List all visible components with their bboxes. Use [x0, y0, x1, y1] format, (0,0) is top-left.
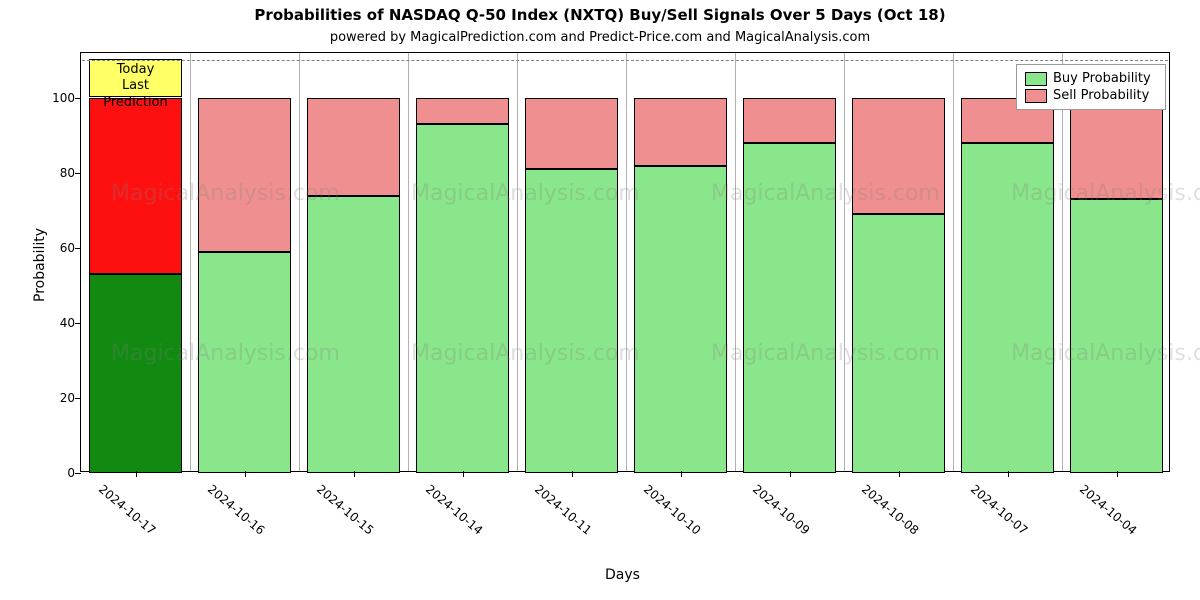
x-tick — [1008, 471, 1009, 477]
x-tick — [572, 471, 573, 477]
x-tick-label: 2024-10-04 — [1077, 482, 1139, 538]
bar-sell — [852, 98, 946, 214]
x-tick-label: 2024-10-17 — [96, 482, 158, 538]
x-tick-label: 2024-10-09 — [750, 482, 812, 538]
y-tick-label: 60 — [60, 241, 75, 255]
bar-buy — [198, 252, 292, 473]
gridline-vertical — [1062, 53, 1063, 471]
legend-label: Buy Probability — [1053, 71, 1151, 86]
x-axis-label: Days — [605, 567, 640, 583]
bar-buy — [743, 143, 837, 473]
y-tick — [75, 323, 81, 324]
bar-sell — [743, 98, 837, 143]
legend-item: Buy Probability — [1025, 71, 1157, 86]
x-tick-label: 2024-10-08 — [859, 482, 921, 538]
x-tick-label: 2024-10-07 — [968, 482, 1030, 538]
y-axis-label: Probability — [32, 228, 48, 302]
x-tick — [790, 471, 791, 477]
bar-buy — [852, 214, 946, 473]
y-tick — [75, 98, 81, 99]
bar-buy — [416, 124, 510, 473]
x-tick — [245, 471, 246, 477]
x-tick-label: 2024-10-16 — [205, 482, 267, 538]
bar-sell — [634, 98, 728, 166]
bar-sell — [89, 98, 183, 274]
chart-title: Probabilities of NASDAQ Q-50 Index (NXTQ… — [0, 6, 1200, 24]
gridline-vertical — [408, 53, 409, 471]
x-tick-label: 2024-10-11 — [532, 482, 594, 538]
bar-sell — [525, 98, 619, 169]
gridline-vertical — [517, 53, 518, 471]
bar-buy — [525, 169, 619, 473]
y-tick-label: 20 — [60, 391, 75, 405]
gridline-vertical — [299, 53, 300, 471]
bar-sell — [198, 98, 292, 252]
bar-buy — [961, 143, 1055, 473]
y-tick — [75, 473, 81, 474]
bar-buy — [1070, 199, 1164, 473]
bar-sell — [416, 98, 510, 124]
legend: Buy Probability Sell Probability — [1016, 64, 1166, 110]
y-tick-label: 80 — [60, 166, 75, 180]
x-tick — [899, 471, 900, 477]
gridline-vertical — [735, 53, 736, 471]
bar-buy — [89, 274, 183, 473]
plot-area: 020406080100TodayLast PredictionMagicalA… — [80, 52, 1170, 472]
bar-sell — [1070, 98, 1164, 199]
x-tick-label: 2024-10-10 — [641, 482, 703, 538]
legend-swatch — [1025, 72, 1047, 86]
chart-figure: Probabilities of NASDAQ Q-50 Index (NXTQ… — [0, 0, 1200, 600]
x-tick — [354, 471, 355, 477]
y-tick — [75, 398, 81, 399]
x-tick — [136, 471, 137, 477]
annotation-line: Today — [94, 62, 178, 78]
bar-sell — [307, 98, 401, 196]
gridline-vertical — [953, 53, 954, 471]
reference-line — [82, 60, 1168, 61]
legend-label: Sell Probability — [1053, 88, 1149, 103]
today-annotation: TodayLast Prediction — [89, 59, 183, 97]
x-tick — [1117, 471, 1118, 477]
x-tick — [681, 471, 682, 477]
legend-swatch — [1025, 89, 1047, 103]
annotation-line: Last Prediction — [94, 78, 178, 111]
gridline-vertical — [626, 53, 627, 471]
y-tick-label: 0 — [67, 466, 75, 480]
bar-buy — [307, 196, 401, 474]
y-tick — [75, 248, 81, 249]
y-tick — [75, 173, 81, 174]
y-tick-label: 100 — [52, 91, 75, 105]
x-tick — [463, 471, 464, 477]
chart-subtitle: powered by MagicalPrediction.com and Pre… — [0, 30, 1200, 45]
x-tick-label: 2024-10-15 — [314, 482, 376, 538]
gridline-vertical — [844, 53, 845, 471]
y-tick-label: 40 — [60, 316, 75, 330]
gridline-vertical — [190, 53, 191, 471]
legend-item: Sell Probability — [1025, 88, 1157, 103]
x-tick-label: 2024-10-14 — [423, 482, 485, 538]
bar-buy — [634, 166, 728, 474]
